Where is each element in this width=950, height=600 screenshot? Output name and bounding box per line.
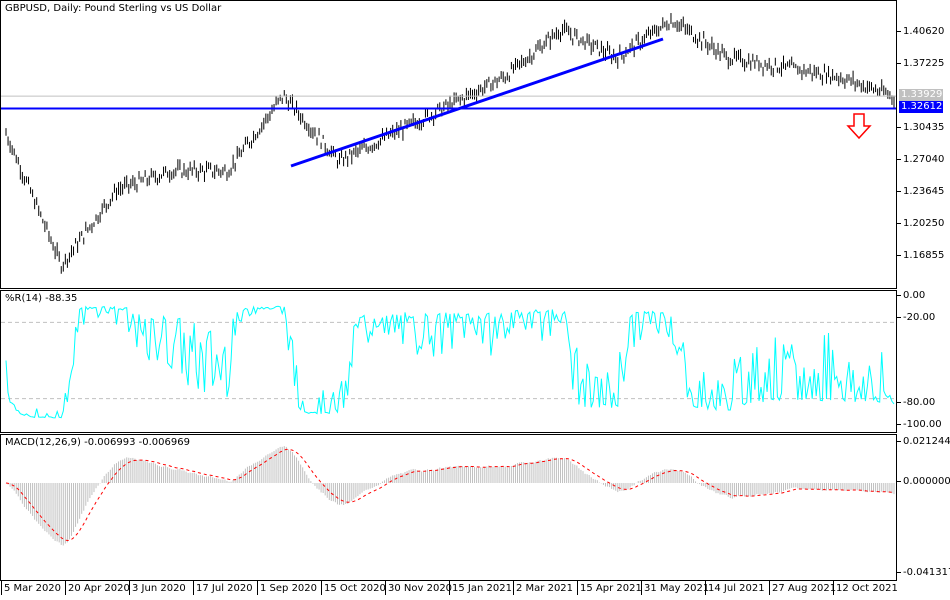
price-plot[interactable]: GBPUSD, Daily: Pound Sterling vs US Doll… xyxy=(0,0,897,289)
price-tick: 1.23645 xyxy=(897,186,944,198)
macd-pane[interactable]: MACD(12,26,9) -0.006993 -0.006969 0.0212… xyxy=(0,434,950,581)
price-tick: 1.20250 xyxy=(897,218,944,230)
macd-label: MACD(12,26,9) -0.006993 -0.006969 xyxy=(5,437,190,448)
wpr-label: %R(14) -88.35 xyxy=(5,293,78,304)
wpr-plot[interactable]: %R(14) -88.35 xyxy=(0,290,897,433)
date-tick: 20 Apr 2020 xyxy=(65,581,130,595)
macd-axis[interactable]: 0.021244 0.000000 -0.041317 xyxy=(897,434,950,581)
macd-tick: 0.021244 xyxy=(897,436,950,448)
wpr-tick: 0.00 xyxy=(897,290,925,302)
price-axis[interactable]: 1.40620 1.37225 1.30435 1.27040 1.23645 … xyxy=(897,0,950,289)
macd-tick: 0.000000 xyxy=(897,476,950,488)
price-bars xyxy=(1,13,896,274)
macd-tick: -0.041317 xyxy=(897,567,950,579)
price-tick: 1.37225 xyxy=(897,58,944,70)
wpr-tick: -80.00 xyxy=(897,397,935,409)
date-tick: 2 Mar 2021 xyxy=(513,581,573,595)
date-tick: 27 Aug 2021 xyxy=(769,581,836,595)
macd-plot[interactable]: MACD(12,26,9) -0.006993 -0.006969 xyxy=(0,434,897,581)
wpr-tick: -100.00 xyxy=(897,419,942,431)
date-tick: 12 Oct 2021 xyxy=(833,581,898,595)
current-price-label: 1.33929 xyxy=(899,89,943,101)
wpr-tick: -20.00 xyxy=(897,312,935,324)
date-tick: 15 Oct 2020 xyxy=(321,581,386,595)
wpr-pane[interactable]: %R(14) -88.35 0.00 -20.00 -80.00 -100.00 xyxy=(0,290,950,433)
macd-histogram-and-signal xyxy=(5,446,895,546)
date-tick: 15 Jan 2021 xyxy=(449,581,512,595)
date-tick: 3 Jun 2020 xyxy=(129,581,186,595)
date-tick: 1 Sep 2020 xyxy=(257,581,317,595)
date-tick: 17 Jul 2020 xyxy=(193,581,253,595)
time-axis[interactable]: 5 Mar 2020 20 Apr 2020 3 Jun 2020 17 Jul… xyxy=(0,580,950,600)
wpr-axis[interactable]: 0.00 -20.00 -80.00 -100.00 xyxy=(897,290,950,433)
price-pane[interactable]: GBPUSD, Daily: Pound Sterling vs US Doll… xyxy=(0,0,950,289)
wpr-line xyxy=(1,305,896,419)
date-tick: 15 Apr 2021 xyxy=(577,581,642,595)
price-tick: 1.16855 xyxy=(897,250,944,262)
horizontal-line-price-label: 1.32612 xyxy=(899,101,943,113)
date-tick: 30 Nov 2020 xyxy=(385,581,452,595)
date-tick: 14 Jul 2021 xyxy=(705,581,765,595)
price-tick: 1.40620 xyxy=(897,26,944,38)
price-tick: 1.30435 xyxy=(897,122,944,134)
date-tick: 5 Mar 2020 xyxy=(1,581,61,595)
date-tick: 31 May 2021 xyxy=(641,581,709,595)
price-tick: 1.27040 xyxy=(897,154,944,166)
chart-title: GBPUSD, Daily: Pound Sterling vs US Doll… xyxy=(5,3,222,14)
